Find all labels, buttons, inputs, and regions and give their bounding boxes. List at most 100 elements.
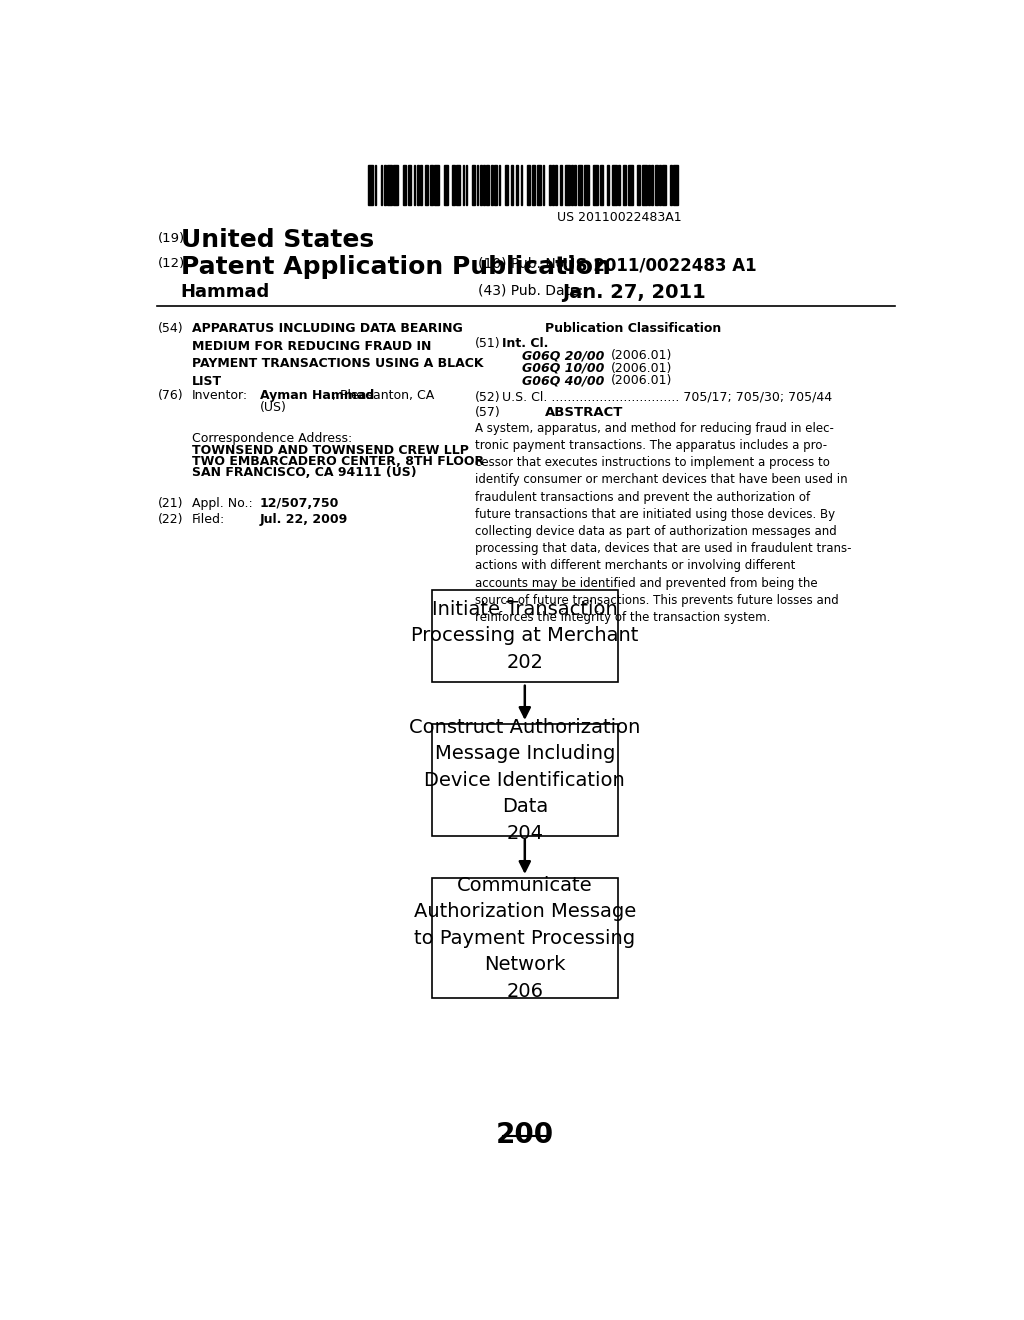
Text: (57): (57) (475, 407, 501, 420)
Text: A system, apparatus, and method for reducing fraud in elec-
tronic payment trans: A system, apparatus, and method for redu… (475, 422, 852, 624)
Bar (637, 165, 640, 205)
Bar (628, 165, 633, 205)
Text: Appl. No.:: Appl. No.: (191, 498, 252, 511)
Text: United States: United States (180, 227, 374, 252)
Text: (51): (51) (475, 337, 501, 350)
Bar (516, 165, 518, 205)
Text: G06Q 40/00: G06Q 40/00 (521, 374, 604, 387)
Bar (387, 165, 392, 205)
Bar (663, 165, 666, 205)
Bar (674, 165, 678, 205)
Text: Publication Classification: Publication Classification (545, 322, 721, 335)
Bar (414, 165, 416, 205)
Text: (US): (US) (260, 401, 287, 414)
Bar (369, 165, 373, 205)
Bar (432, 725, 617, 836)
Text: U.S. Cl. ................................ 705/17; 705/30; 705/44: U.S. Cl. ...............................… (503, 391, 833, 404)
Text: G06Q 20/00: G06Q 20/00 (521, 350, 604, 363)
Bar (457, 165, 460, 205)
Text: 12/507,750: 12/507,750 (260, 498, 339, 511)
Bar (560, 165, 562, 205)
Bar (521, 165, 522, 205)
Text: (22): (22) (158, 512, 183, 525)
Bar (527, 165, 530, 205)
Bar (648, 165, 650, 205)
Bar (578, 165, 583, 205)
Bar (480, 165, 481, 205)
Text: TWO EMBARCADERO CENTER, 8TH FLOOR: TWO EMBARCADERO CENTER, 8TH FLOOR (191, 455, 483, 467)
Bar (381, 165, 382, 205)
Bar (432, 590, 617, 682)
Text: , Pleasanton, CA: , Pleasanton, CA (332, 389, 434, 403)
Bar (466, 165, 467, 205)
Bar (511, 165, 513, 205)
Text: (76): (76) (158, 389, 183, 403)
Text: Ayman Hammad: Ayman Hammad (260, 389, 374, 403)
Bar (486, 165, 489, 205)
Bar (565, 165, 569, 205)
Text: (2006.01): (2006.01) (611, 350, 672, 363)
Text: US 20110022483A1: US 20110022483A1 (557, 211, 681, 224)
Bar (483, 165, 484, 205)
Bar (659, 165, 660, 205)
Bar (443, 165, 449, 205)
Bar (417, 165, 419, 205)
Bar (624, 165, 627, 205)
Bar (430, 165, 433, 205)
Text: TOWNSEND AND TOWNSEND CREW LLP: TOWNSEND AND TOWNSEND CREW LLP (191, 444, 468, 457)
Bar (472, 165, 475, 205)
Bar (555, 165, 557, 205)
Text: (52): (52) (475, 391, 501, 404)
Bar (393, 165, 398, 205)
Bar (599, 165, 603, 205)
Bar (463, 165, 464, 205)
Bar (537, 165, 542, 205)
Bar (384, 165, 386, 205)
Bar (531, 165, 535, 205)
Text: US 2011/0022483 A1: US 2011/0022483 A1 (562, 257, 757, 275)
Bar (571, 165, 572, 205)
Bar (671, 165, 672, 205)
Bar (505, 165, 508, 205)
Bar (490, 165, 493, 205)
Text: Inventor:: Inventor: (191, 389, 248, 403)
Text: (19): (19) (158, 231, 184, 244)
Text: Jul. 22, 2009: Jul. 22, 2009 (260, 512, 348, 525)
Text: Filed:: Filed: (191, 512, 225, 525)
Text: Patent Application Publication: Patent Application Publication (180, 255, 610, 279)
Text: G06Q 10/00: G06Q 10/00 (521, 362, 604, 375)
Text: SAN FRANCISCO, CA 94111 (US): SAN FRANCISCO, CA 94111 (US) (191, 466, 416, 479)
Text: (54): (54) (158, 322, 183, 335)
Bar (574, 165, 575, 205)
Bar (434, 165, 439, 205)
Text: 200: 200 (496, 1121, 554, 1148)
Text: (12): (12) (158, 257, 184, 271)
Bar (612, 165, 616, 205)
Bar (477, 165, 478, 205)
Bar (607, 165, 609, 205)
Bar (452, 165, 455, 205)
Bar (499, 165, 501, 205)
Bar (543, 165, 545, 205)
Text: Correspondence Address:: Correspondence Address: (191, 432, 352, 445)
Bar (549, 165, 551, 205)
Bar (375, 165, 376, 205)
Bar (495, 165, 498, 205)
Text: Int. Cl.: Int. Cl. (503, 337, 549, 350)
Bar (651, 165, 653, 205)
Bar (402, 165, 406, 205)
Text: Jan. 27, 2011: Jan. 27, 2011 (562, 284, 706, 302)
Bar (425, 165, 428, 205)
Text: (2006.01): (2006.01) (611, 362, 672, 375)
Text: Construct Authorization
Message Including
Device Identification
Data
204: Construct Authorization Message Includin… (410, 718, 640, 842)
Bar (408, 165, 411, 205)
Text: APPARATUS INCLUDING DATA BEARING
MEDIUM FOR REDUCING FRAUD IN
PAYMENT TRANSACTIO: APPARATUS INCLUDING DATA BEARING MEDIUM … (191, 322, 483, 388)
Text: Communicate
Authorization Message
to Payment Processing
Network
206: Communicate Authorization Message to Pay… (414, 875, 636, 1001)
Text: (43) Pub. Date:: (43) Pub. Date: (478, 284, 584, 297)
Bar (584, 165, 589, 205)
Text: Hammad: Hammad (180, 284, 270, 301)
Bar (432, 878, 617, 998)
Bar (654, 165, 657, 205)
Text: Initiate Transaction
Processing at Merchant
202: Initiate Transaction Processing at Merch… (411, 599, 639, 672)
Bar (593, 165, 598, 205)
